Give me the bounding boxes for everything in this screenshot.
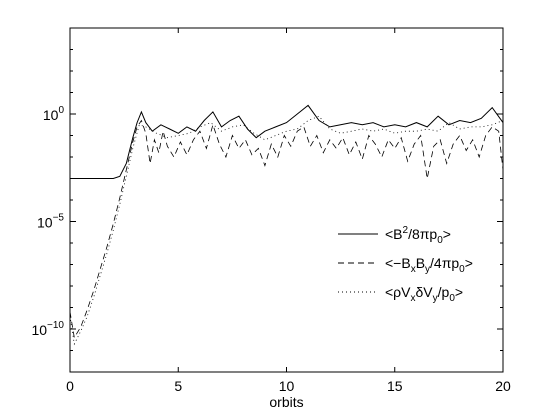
legend-label-dotted: <ρVxδVy/p0>	[385, 284, 463, 304]
x-tick-label: 15	[387, 378, 403, 394]
x-tick-label: 20	[495, 378, 511, 394]
y-tick-label: 100	[43, 105, 65, 123]
series-line-dashed	[69, 119, 504, 339]
y-tick-label: 10−10	[31, 320, 64, 338]
series-line-solid	[70, 104, 504, 179]
x-tick-label: 0	[66, 378, 74, 394]
x-tick-label: 10	[279, 378, 295, 394]
series-layer	[69, 104, 504, 346]
x-axis-label: orbits	[269, 394, 303, 410]
x-tick-label: 5	[174, 378, 182, 394]
legend: <B2/8πp0> <−BxBy/4πp0> <ρVxδVy/p0>	[338, 225, 473, 304]
y-tick-label: 10−5	[37, 213, 64, 231]
legend-label-dashed: <−BxBy/4πp0>	[385, 255, 473, 275]
legend-label-solid: <B2/8πp0>	[385, 225, 451, 246]
ticks-layer: 0 5 10 15 20 100 10−5 10−10	[31, 27, 511, 394]
series-line-dotted	[69, 115, 504, 346]
